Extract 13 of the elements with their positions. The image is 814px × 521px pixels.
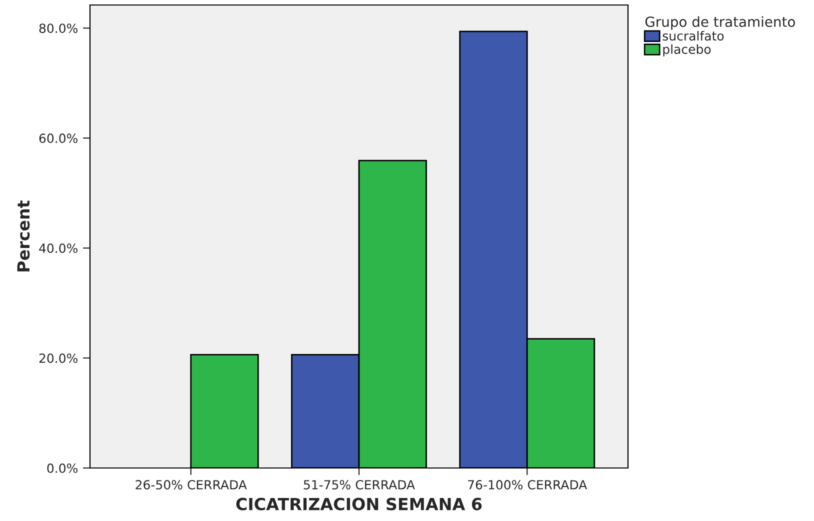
legend-label: placebo <box>663 44 711 56</box>
legend-title: Grupo de tratamiento <box>645 16 795 30</box>
x-tick-label: 51-75% CERRADA <box>304 480 415 490</box>
x-tick-label: 76-100% CERRADA <box>468 480 588 490</box>
y-tick-label: 0.0% <box>47 463 78 473</box>
y-axis-title: Percent <box>17 200 30 272</box>
y-tick-label: 60.0% <box>39 134 78 143</box>
y-tick-label: 20.0% <box>39 353 78 363</box>
x-tick-label: 26-50% CERRADA <box>136 480 247 490</box>
y-tick-label: 40.0% <box>39 244 78 253</box>
legend-label: sucralfato <box>662 30 724 41</box>
y-tick-label: 80.0% <box>39 24 78 34</box>
x-axis-title: CICATRIZACION SEMANA 6 <box>236 498 482 510</box>
